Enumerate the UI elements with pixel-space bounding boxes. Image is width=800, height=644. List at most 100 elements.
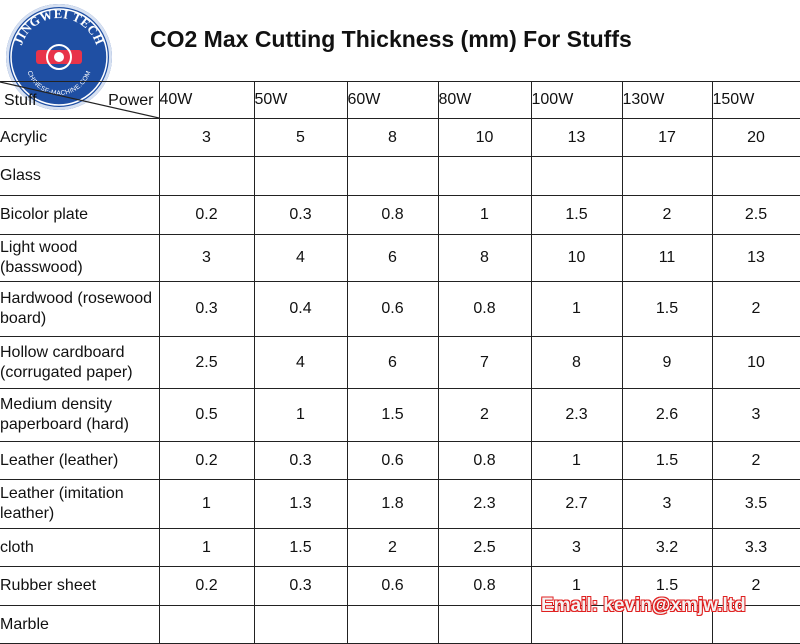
thickness-cell: 2.7 [531,479,623,529]
thickness-cell: 0.8 [438,281,532,337]
thickness-cell: 4 [254,234,348,282]
thickness-cell [347,156,439,196]
thickness-cell: 9 [622,336,713,389]
thickness-cell: 3 [531,528,623,567]
thickness-cell: 3 [622,479,713,529]
thickness-cell: 2.5 [159,336,255,389]
stuff-header-label: Stuff [4,92,37,109]
thickness-cell: 8 [531,336,623,389]
table-row: Acrylic 3 5 8 10 13 17 20 [0,118,800,157]
thickness-cell: 0.3 [254,441,348,480]
thickness-cell [347,605,439,644]
thickness-cell: 2 [438,388,532,442]
material-cell: Leather (imitation leather) [0,479,160,529]
thickness-cell: 2.5 [438,528,532,567]
thickness-cell: 1.5 [622,566,713,606]
thickness-cell: 13 [712,234,800,282]
thickness-cell: 2 [347,528,439,567]
material-cell: Marble [0,605,160,644]
thickness-cell: 0.5 [159,388,255,442]
thickness-cell [254,605,348,644]
thickness-cell: 0.8 [438,441,532,480]
thickness-cell: 1 [531,281,623,337]
thickness-cell: 10 [712,336,800,389]
power-header-label: Power [108,92,154,109]
thickness-cell: 1.5 [622,441,713,480]
thickness-cell: 0.2 [159,195,255,235]
thickness-cell: 0.2 [159,441,255,480]
thickness-cell: 1.3 [254,479,348,529]
thickness-cell: 1.5 [347,388,439,442]
power-header: 80W [438,81,532,119]
thickness-cell [254,156,348,196]
thickness-cell: 2 [712,281,800,337]
diagonal-divider [0,82,158,118]
thickness-cell: 3 [159,234,255,282]
thickness-cell: 10 [531,234,623,282]
table-row: Rubber sheet 0.2 0.3 0.6 0.8 1 1.5 2 [0,566,800,606]
thickness-cell: 1 [531,566,623,606]
thickness-cell: 3 [712,388,800,442]
material-cell: Acrylic [0,118,160,157]
header-row: Stuff Power 40W 50W 60W 80W 100W 130W 15… [0,81,800,119]
thickness-cell: 1 [159,479,255,529]
table-row: Hardwood (rosewood board) 0.3 0.4 0.6 0.8 1 1.… [0,281,800,337]
thickness-cell: 7 [438,336,532,389]
thickness-cell: 11 [622,234,713,282]
thickness-cell: 0.6 [347,566,439,606]
thickness-cell [159,605,255,644]
email-watermark: Email: kevin@xmjw.ltd [541,595,746,616]
svg-text:JINGWEI TECH: JINGWEI TECH [11,7,107,47]
thickness-cell: 0.8 [438,566,532,606]
thickness-cell: 0.4 [254,281,348,337]
thickness-cell: 0.3 [254,566,348,606]
thickness-cell: 2.6 [622,388,713,442]
thickness-cell [531,156,623,196]
thickness-cell: 5 [254,118,348,157]
material-cell: Bicolor plate [0,195,160,235]
table-row: Leather (leather) 0.2 0.3 0.6 0.8 1 1.5 2 [0,441,800,480]
thickness-cell: 10 [438,118,532,157]
thickness-cell: 13 [531,118,623,157]
material-cell: Hollow cardboard (corrugated paper) [0,336,160,389]
thickness-cell: 1 [531,441,623,480]
thickness-cell: 2.5 [712,195,800,235]
power-header: 150W [712,81,800,119]
thickness-cell: 17 [622,118,713,157]
thickness-cell: 0.2 [159,566,255,606]
thickness-cell [159,156,255,196]
thickness-cell: 8 [347,118,439,157]
thickness-cell: 1 [438,195,532,235]
thickness-cell: 0.3 [254,195,348,235]
material-cell: Medium density paperboard (hard) [0,388,160,442]
thickness-cell: 3.3 [712,528,800,567]
thickness-cell: 2.3 [438,479,532,529]
material-cell: cloth [0,528,160,567]
power-header: 60W [347,81,439,119]
thickness-cell: 1 [254,388,348,442]
material-cell: Light wood (basswood) [0,234,160,282]
thickness-cell: 3.5 [712,479,800,529]
material-cell: Glass [0,156,160,196]
thickness-cell: 0.3 [159,281,255,337]
table-row: Glass [0,156,800,196]
power-header: 50W [254,81,348,119]
material-cell: Rubber sheet [0,566,160,606]
thickness-cell: 1.8 [347,479,439,529]
thickness-cell: 6 [347,336,439,389]
table-row: Bicolor plate 0.2 0.3 0.8 1 1.5 2 2.5 [0,195,800,235]
thickness-cell: 1 [159,528,255,567]
thickness-cell: 2 [712,441,800,480]
thickness-cell [622,156,713,196]
thickness-cell: 0.6 [347,281,439,337]
material-cell: Leather (leather) [0,441,160,480]
table-row: cloth 1 1.5 2 2.5 3 3.2 3.3 [0,528,800,567]
thickness-cell: 4 [254,336,348,389]
thickness-cell: 20 [712,118,800,157]
thickness-cell: 2.3 [531,388,623,442]
thickness-cell [712,156,800,196]
table-row: Hollow cardboard (corrugated paper) 2.5 4 6… [0,336,800,389]
material-cell: Hardwood (rosewood board) [0,281,160,337]
thickness-table: Stuff Power 40W 50W 60W 80W 100W 130W 15… [0,81,800,644]
table-row: Leather (imitation leather) 1 1.3 1.8 2.3 2.7… [0,479,800,529]
